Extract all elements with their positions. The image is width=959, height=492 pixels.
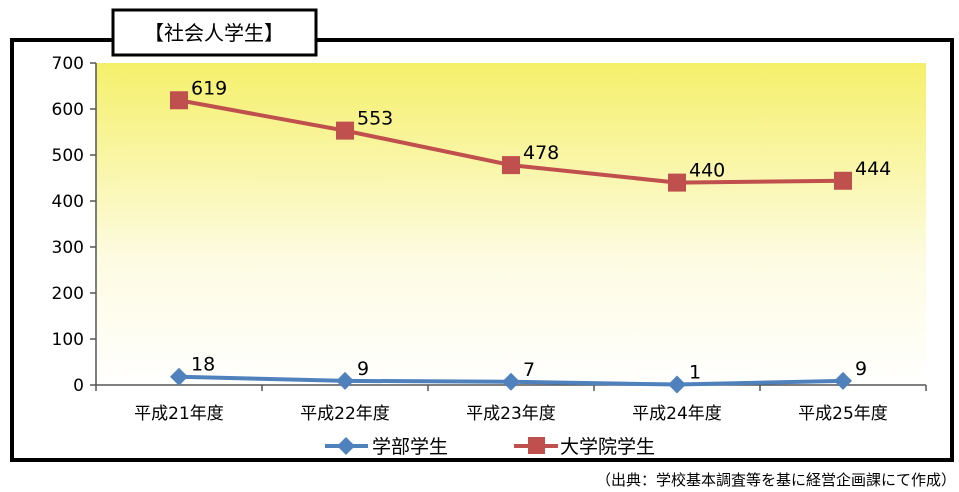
data-label: 7 [523, 359, 535, 381]
data-point [834, 171, 852, 190]
data-label: 9 [357, 358, 369, 380]
data-point [336, 371, 354, 390]
legend-label-undergrad: 学部学生 [372, 436, 448, 458]
y-tick-label: 100 [52, 330, 84, 350]
data-label: 1 [689, 362, 701, 384]
y-tick-label: 500 [52, 146, 84, 166]
data-point [336, 121, 354, 140]
data-label: 444 [855, 158, 891, 180]
series-undergrad: 18 9 7 1 9 [170, 354, 867, 394]
plot-area [96, 63, 926, 385]
data-label: 18 [191, 354, 215, 376]
x-tick-label: 平成25年度 [798, 404, 888, 424]
legend: 学部学生 大学院学生 [325, 436, 655, 458]
series-graduate: 619 553 478 440 444 [170, 77, 891, 192]
data-point [668, 173, 686, 192]
data-point [170, 367, 188, 386]
legend-marker-square [528, 437, 545, 454]
x-tick-label: 平成23年度 [466, 404, 556, 424]
x-tick-label: 平成22年度 [300, 404, 390, 424]
title-frame [111, 8, 318, 57]
data-label: 9 [855, 358, 867, 380]
y-tick-label: 700 [52, 54, 84, 74]
legend-item-undergrad: 学部学生 [325, 436, 448, 458]
x-axis-labels: 平成21年度 平成22年度 平成23年度 平成24年度 平成25年度 [95, 385, 927, 424]
data-point [668, 375, 686, 394]
legend-item-graduate: 大学院学生 [514, 436, 655, 458]
y-tick-label: 200 [52, 284, 84, 304]
data-point [170, 91, 188, 110]
chart-title: 【社会人学生】 [144, 21, 284, 45]
chart-title-box: 【社会人学生】 [111, 8, 318, 57]
source-note: （出典：学校基本調査等を基に経営企画課にて作成） [596, 471, 956, 489]
data-label: 553 [357, 108, 393, 130]
legend-marker-diamond [337, 437, 355, 455]
y-axis-ticks: 0 100 200 300 400 500 600 700 [52, 54, 96, 396]
data-label: 619 [191, 77, 227, 99]
data-point [834, 371, 852, 390]
x-tick-label: 平成21年度 [134, 404, 224, 424]
data-point [502, 372, 520, 391]
x-tick-label: 平成24年度 [632, 404, 722, 424]
data-point [502, 156, 520, 175]
data-label: 440 [689, 160, 725, 182]
y-tick-label: 0 [73, 376, 84, 396]
y-tick-label: 600 [52, 100, 84, 120]
series-layer: 18 9 7 1 9 619 553 478 440 444 [170, 77, 891, 394]
data-label: 478 [523, 142, 559, 164]
legend-label-graduate: 大学院学生 [560, 436, 655, 458]
y-tick-label: 300 [52, 238, 84, 258]
y-tick-label: 400 [52, 192, 84, 212]
